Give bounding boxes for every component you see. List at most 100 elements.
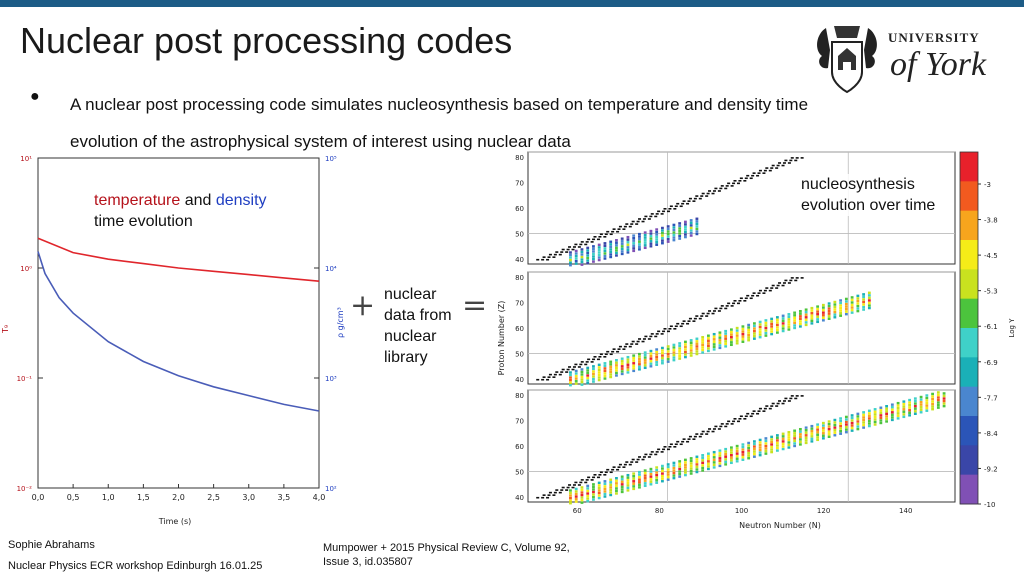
abundance-cell bbox=[643, 361, 647, 364]
abundance-cell bbox=[770, 445, 774, 449]
stable-isotope-mark bbox=[647, 456, 651, 458]
stable-isotope-mark bbox=[654, 215, 658, 218]
abundance-cell bbox=[580, 258, 584, 261]
abundance-cell bbox=[620, 357, 624, 360]
abundance-cell bbox=[821, 424, 825, 427]
abundance-cell bbox=[707, 342, 710, 345]
abundance-cell bbox=[798, 312, 802, 315]
abundance-cell bbox=[684, 235, 687, 239]
abundance-cell bbox=[574, 262, 578, 265]
stable-isotope-mark bbox=[642, 338, 646, 340]
abundance-cell bbox=[902, 413, 906, 416]
abundance-cell bbox=[638, 235, 641, 238]
abundance-cell bbox=[764, 324, 768, 327]
y-tick-label: 60 bbox=[515, 443, 524, 451]
density-line bbox=[37, 251, 320, 412]
abundance-cell bbox=[764, 331, 768, 335]
abundance-cell bbox=[603, 244, 607, 248]
footer-citation-line-1: Mumpower + 2015 Physical Review C, Volum… bbox=[323, 542, 570, 554]
abundance-cell bbox=[666, 235, 670, 238]
abundance-cell bbox=[752, 452, 756, 456]
stable-isotope-mark bbox=[599, 353, 603, 356]
stable-isotope-mark bbox=[616, 468, 620, 471]
stable-isotope-mark bbox=[580, 241, 584, 243]
abundance-cell bbox=[626, 489, 630, 492]
abundance-cell bbox=[902, 405, 906, 408]
abundance-cell bbox=[793, 444, 797, 448]
abundance-cell bbox=[735, 452, 739, 455]
abundance-cell bbox=[839, 304, 843, 307]
abundance-cell bbox=[781, 324, 785, 328]
stable-isotope-mark bbox=[800, 277, 804, 279]
logo-wordmark-york: of York bbox=[890, 46, 987, 83]
y-axis-label: Proton Number (Z) bbox=[497, 301, 506, 376]
abundance-cell bbox=[684, 458, 687, 462]
abundance-cell bbox=[844, 425, 848, 429]
stable-isotope-mark bbox=[636, 340, 640, 343]
stable-isotope-mark bbox=[787, 400, 791, 402]
abundance-cell bbox=[816, 313, 820, 316]
colorbar-tick-label: -4.5 bbox=[984, 252, 998, 260]
abundance-cell bbox=[655, 241, 659, 244]
abundance-cell bbox=[827, 307, 831, 310]
stable-isotope-mark bbox=[782, 400, 786, 402]
abundance-cell bbox=[597, 486, 601, 490]
stable-isotope-mark bbox=[688, 435, 692, 438]
abundance-cell bbox=[712, 461, 716, 464]
abundance-cell bbox=[701, 466, 705, 470]
abundance-cell bbox=[747, 446, 751, 450]
y-tick-label: 60 bbox=[515, 205, 524, 213]
abundance-cell bbox=[885, 420, 889, 423]
abundance-cell bbox=[609, 365, 613, 369]
abundance-cell bbox=[724, 460, 728, 464]
abundance-cell bbox=[712, 463, 716, 467]
abundance-cell bbox=[689, 346, 693, 350]
abundance-cell bbox=[574, 369, 578, 373]
abundance-cell bbox=[833, 313, 837, 316]
stable-isotope-mark bbox=[714, 307, 718, 310]
abundance-cell bbox=[626, 486, 630, 490]
x-tick-label: 60 bbox=[573, 507, 582, 515]
abundance-cell bbox=[684, 471, 687, 474]
abundance-cell bbox=[758, 330, 762, 334]
abundance-cell bbox=[856, 297, 860, 300]
stable-isotope-mark bbox=[720, 305, 724, 307]
abundance-cell bbox=[856, 427, 860, 431]
abundance-cell bbox=[597, 258, 601, 262]
abundance-cell bbox=[925, 406, 929, 410]
abundance-cell bbox=[718, 331, 722, 334]
abundance-cell bbox=[867, 291, 871, 294]
abundance-cell bbox=[569, 251, 572, 254]
stable-isotope-mark bbox=[644, 215, 648, 218]
colorbar-swatch bbox=[960, 445, 978, 476]
stable-isotope-mark bbox=[744, 415, 748, 418]
abundance-cell bbox=[701, 351, 705, 354]
stable-isotope-mark bbox=[636, 458, 640, 461]
abundance-cell bbox=[839, 417, 843, 420]
stable-isotope-mark bbox=[738, 180, 742, 182]
stable-isotope-mark bbox=[751, 294, 755, 297]
abundance-cell bbox=[781, 327, 785, 330]
abundance-cell bbox=[712, 453, 716, 456]
abundance-cell bbox=[580, 378, 584, 381]
abundance-cell bbox=[655, 358, 659, 361]
abundance-cell bbox=[816, 318, 820, 321]
abundance-cell bbox=[609, 253, 613, 256]
stable-isotope-mark bbox=[789, 279, 793, 282]
abundance-cell bbox=[931, 395, 934, 398]
abundance-cell bbox=[695, 217, 699, 220]
abundance-cell bbox=[569, 378, 572, 382]
abundance-cell bbox=[643, 469, 647, 472]
abundance-cell bbox=[925, 396, 929, 400]
stable-isotope-mark bbox=[548, 253, 552, 256]
stable-isotope-mark bbox=[660, 451, 664, 453]
abundance-cell bbox=[655, 471, 659, 474]
abundance-cell bbox=[684, 353, 687, 356]
stable-isotope-mark bbox=[775, 287, 779, 289]
abundance-cell bbox=[747, 336, 751, 339]
colorbar-swatch bbox=[960, 181, 978, 212]
abundance-cell bbox=[672, 238, 676, 242]
abundance-cell bbox=[638, 475, 641, 479]
abundance-cell bbox=[833, 316, 837, 319]
abundance-cell bbox=[821, 306, 825, 309]
